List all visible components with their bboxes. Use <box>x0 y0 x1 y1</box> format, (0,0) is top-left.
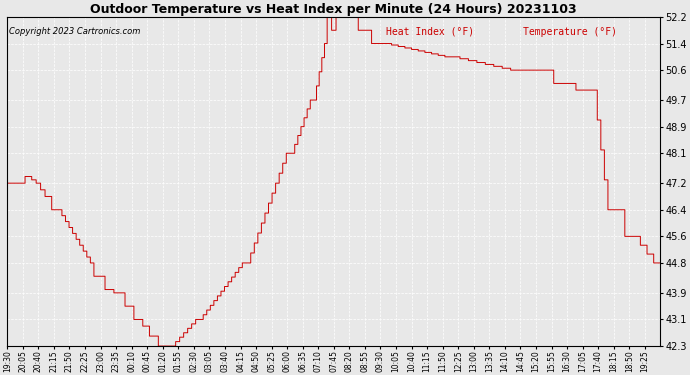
Text: Heat Index (°F): Heat Index (°F) <box>386 27 474 37</box>
Text: Copyright 2023 Cartronics.com: Copyright 2023 Cartronics.com <box>8 27 140 36</box>
Text: Temperature (°F): Temperature (°F) <box>523 27 617 37</box>
Title: Outdoor Temperature vs Heat Index per Minute (24 Hours) 20231103: Outdoor Temperature vs Heat Index per Mi… <box>90 3 577 16</box>
